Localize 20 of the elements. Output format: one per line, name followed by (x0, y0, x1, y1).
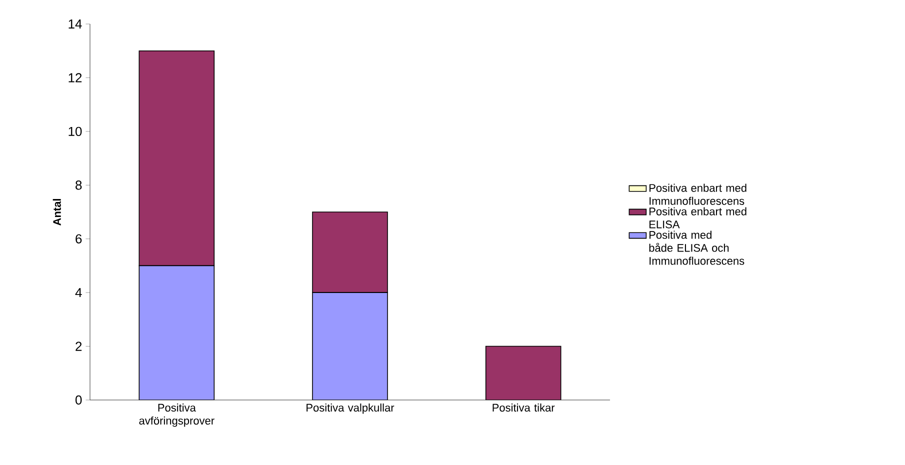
y-tick-label: 2 (76, 342, 82, 351)
y-tick-label: 12 (68, 73, 82, 82)
y-tick-label: 0 (76, 395, 82, 405)
x-tick-label: Positiva valpkullar (306, 404, 394, 414)
y-tick-label: 14 (68, 20, 82, 28)
bar (138, 265, 215, 400)
x-tick-label: Positiva avföringsprover (139, 404, 214, 427)
bar (485, 346, 562, 400)
legend-label: Positiva enbart med ELISA (650, 207, 746, 228)
y-axis-title: Antal (52, 199, 61, 226)
legend-label: Positiva med både ELISA och Immunofluorescens (649, 230, 744, 265)
y-tick-label: 6 (76, 234, 82, 244)
bar (312, 212, 388, 293)
y-tick-label: 4 (75, 288, 82, 298)
y-tick-label: 8 (76, 180, 82, 190)
x-tick-label: Positiva tikar (492, 404, 555, 412)
legend-label: Positiva enbart med Immunofluorescens (650, 184, 746, 205)
y-tick-label: 10 (68, 126, 82, 136)
bar (138, 50, 215, 266)
bar (312, 292, 388, 400)
